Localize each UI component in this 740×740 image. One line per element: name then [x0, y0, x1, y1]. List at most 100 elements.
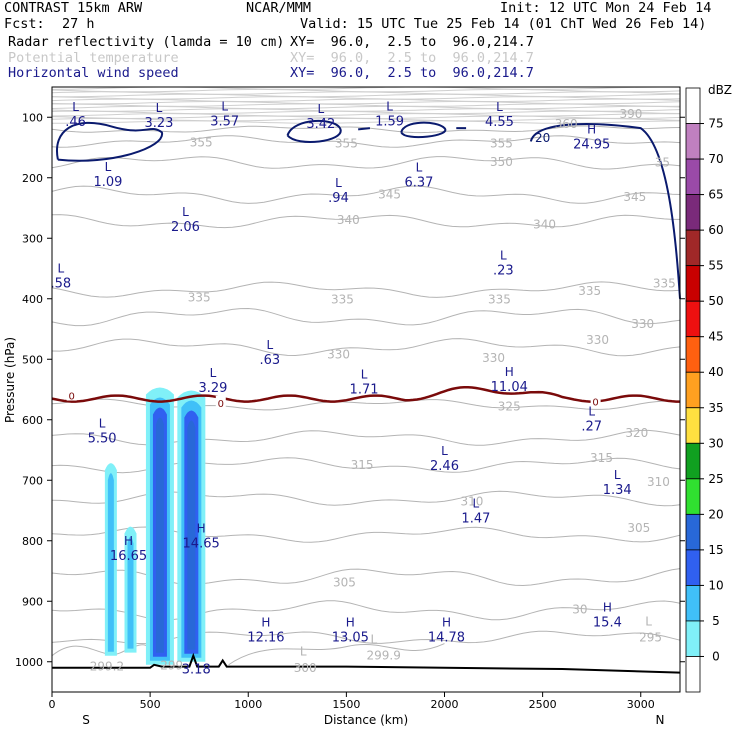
colorbar-swatch: [685, 656, 701, 693]
wind-extremum-value: .46: [65, 115, 86, 130]
wind-extremum-marker: H: [442, 616, 451, 630]
freezing-level-label: 0: [68, 392, 74, 403]
y-axis-title: Pressure (hPa): [3, 337, 17, 423]
x-tick-label: 1500: [332, 698, 360, 711]
colorbar-swatch: [685, 300, 701, 338]
field-theta-xy: XY= 96.0, 2.5 to 96.0,214.7: [290, 50, 534, 66]
colorbar-label: 0: [712, 649, 720, 663]
y-tick-label: 400: [22, 293, 43, 306]
field-reflectivity-xy: XY= 96.0, 2.5 to 96.0,214.7: [290, 34, 534, 50]
colorbar-swatch: [685, 442, 701, 480]
colorbar-swatch: [685, 229, 701, 267]
theta-contour: [51, 91, 681, 95]
wind-extremum-marker: L: [266, 338, 273, 352]
y-tick-label: 700: [22, 474, 43, 487]
theta-label: 310: [461, 494, 484, 508]
wind-extremum-value: 4.55: [485, 115, 514, 130]
wind-extremum-value: 6.37: [405, 176, 434, 191]
wind-extremum-value: 14.65: [183, 536, 220, 551]
wind-extremum-value: 13.05: [332, 631, 369, 646]
theta-label: 330: [327, 347, 350, 361]
wind-extremum-value: 16.65: [110, 549, 147, 564]
field-theta-name: Potential temperature: [8, 50, 179, 66]
plot-frame: [51, 86, 681, 693]
freezing-level-line: 0 0 0: [51, 385, 680, 410]
wind-extremum-marker: L: [318, 102, 325, 116]
colorbar-swatch: [685, 620, 701, 657]
wind-extremum-value: .58: [50, 277, 71, 292]
wind-extremum-value: 3.29: [198, 381, 227, 396]
wind-extremum-value: .27: [581, 420, 602, 435]
wind-extremum-marker: L: [182, 205, 189, 219]
colorbar-swatch: [685, 158, 701, 195]
south-label: S: [82, 713, 90, 727]
theta-label: 299: [160, 658, 183, 672]
wind-extremum-marker: L: [57, 262, 64, 276]
colorbar-label: 30: [708, 436, 723, 450]
contour-labels: 390 360 355 355 355 35 350 345 345 340 340 335 335 33…: [50, 100, 675, 678]
theta-label: 330: [482, 351, 505, 365]
wind-extremum-marker: L: [72, 100, 79, 114]
theta-label: 325: [498, 399, 521, 413]
theta-label: 315: [590, 451, 613, 465]
wind-extremum-marker: L: [221, 100, 228, 114]
wind-extremum-value: .23: [493, 263, 514, 278]
wind-extremum-value: 1.09: [93, 175, 122, 190]
wind-contour: [55, 121, 163, 162]
x-tick-label: 1000: [234, 698, 262, 711]
wind-extremum-value: 12.16: [247, 631, 284, 646]
theta-label: 390: [619, 107, 642, 121]
field-reflectivity-name: Radar reflectivity (lamda = 10 cm): [8, 34, 285, 50]
wind-extremum-marker: H: [603, 601, 612, 615]
theta-label: 335: [188, 291, 211, 305]
y-tick-label: 100: [22, 111, 43, 124]
freezing-label-bg: [66, 388, 77, 401]
theta-label: 310: [647, 475, 670, 489]
wind-extremum-value: 24.95: [573, 138, 610, 153]
wind-extremum-marker: L: [105, 160, 112, 174]
wind-extremum-marker: L: [300, 645, 307, 659]
wind-extremum-marker: L: [416, 161, 423, 175]
colorbar-label: 25: [708, 472, 723, 486]
reflectivity-cell: [127, 536, 134, 649]
reflectivity-cell: [187, 420, 196, 650]
forecast-label: Fcst:: [4, 16, 45, 32]
theta-contour: [51, 105, 681, 110]
y-tick-label: 300: [22, 232, 43, 245]
x-tick-label: 500: [140, 698, 161, 711]
forecast-hours: 27 h: [62, 16, 95, 32]
theta-contour: [51, 110, 681, 115]
wind-extremum-marker: L: [588, 405, 595, 419]
theta-label: 355: [335, 136, 358, 150]
freezing-level-contour: [51, 385, 680, 403]
theta-label: 345: [623, 190, 646, 204]
theta-label: 305: [333, 575, 356, 589]
wind-extremum-marker: L: [645, 614, 652, 628]
wind-extremum-marker: L: [496, 100, 503, 114]
wind-extremum-value: 3.57: [210, 115, 239, 130]
wind-contour: [529, 123, 681, 299]
wind-extremum-marker: H: [261, 616, 270, 630]
theta-label: 320: [625, 426, 648, 440]
colorbar-label: 75: [708, 117, 723, 131]
wind-extremum-value: 3.23: [144, 116, 173, 131]
wind-extremum-marker: L: [156, 101, 163, 115]
theta-contour: [51, 281, 681, 298]
theta-contour: [51, 118, 681, 122]
colorbar-swatch: [685, 407, 701, 444]
theta-contour: [51, 120, 681, 124]
theta-label: 315: [351, 458, 374, 472]
wind-contour: [400, 121, 447, 139]
colorbar-label: 35: [708, 401, 723, 415]
wind-extremum-marker: L: [361, 368, 368, 382]
freezing-level-label: 0: [592, 398, 598, 409]
wind-extremum-marker: H: [505, 365, 514, 379]
theta-label: 35: [655, 156, 670, 170]
y-tick-label: 500: [22, 353, 43, 366]
theta-contour: [51, 307, 681, 327]
theta-label: 300: [294, 661, 317, 675]
x-tick-label: 2000: [431, 698, 459, 711]
wind-contour: [286, 119, 342, 143]
theta-contour: [51, 98, 681, 102]
